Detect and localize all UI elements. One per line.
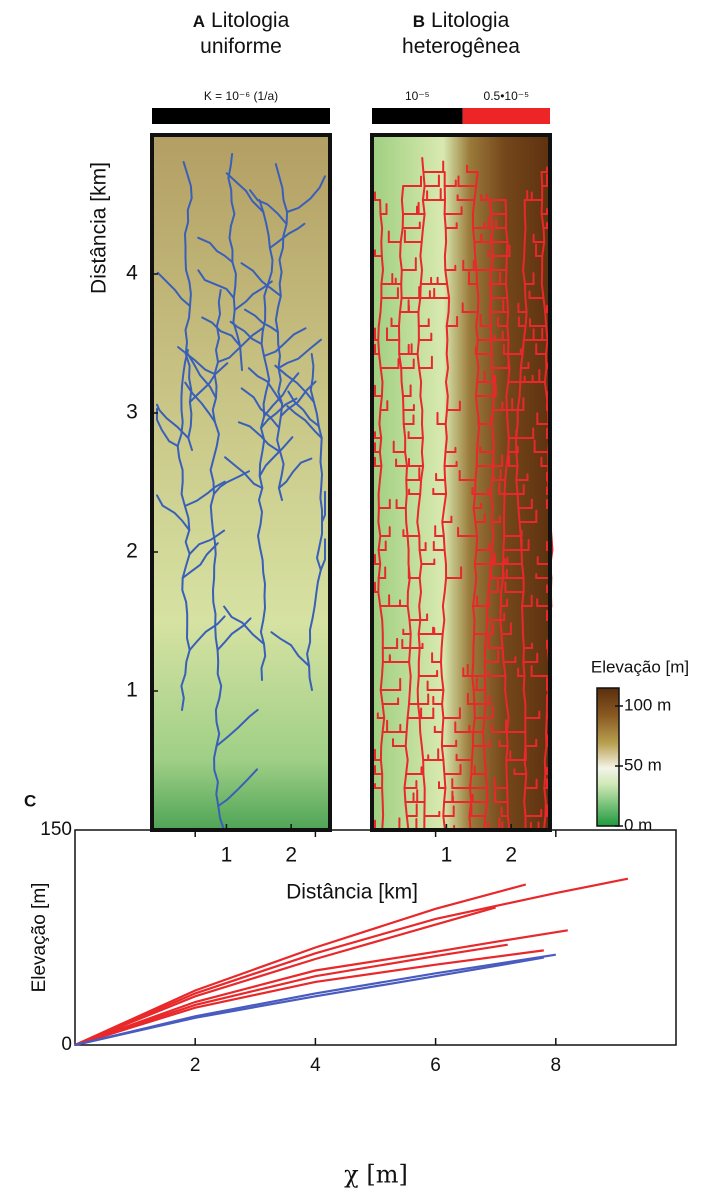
y-axis-label: Distância [km]: [88, 162, 111, 294]
colorbar-tick-label: 100 m: [624, 695, 671, 714]
x-tick-label: 2: [285, 844, 297, 867]
x-tick-label: 8: [551, 1055, 562, 1076]
colorbar-title: Elevação [m]: [591, 657, 689, 676]
lithology-band: [463, 108, 550, 124]
lithology-label: K = 10⁻⁶ (1/a): [204, 89, 278, 103]
y-axis-label: Elevação [m]: [29, 883, 50, 993]
panel-title-text: Litologia uniforme: [200, 9, 289, 58]
x-tick-label: 2: [190, 1055, 201, 1076]
data-line: [75, 958, 544, 1045]
lithology-label: 0.5•10⁻⁵: [484, 89, 530, 103]
x-axis-label: χ [m]: [344, 1161, 408, 1189]
x-tick-label: 1: [221, 844, 233, 867]
figure: K = 10⁻⁶ (1/a) 1 2 1 2 3 4 Distância [km] Distân…: [0, 0, 714, 1194]
x-tick-label: 6: [430, 1055, 441, 1076]
x-axis-label: Distância [km]: [286, 881, 418, 904]
panel-label: A: [193, 12, 205, 31]
panel-title: BLitologia heterogênea: [376, 8, 546, 59]
y-tick-label: 1: [126, 679, 138, 702]
lithology-band: [372, 108, 463, 124]
x-tick-label: 2: [505, 844, 517, 867]
colorbar-tick-label: 0 m: [624, 815, 652, 834]
x-tick-label: 1: [441, 844, 453, 867]
lithology-band: [152, 108, 330, 124]
colorbar-tick-label: 50 m: [624, 755, 662, 774]
y-tick-label: 0: [61, 1034, 72, 1055]
panel-label: C: [24, 791, 36, 810]
x-tick-label: 4: [310, 1055, 321, 1076]
colorbar: [597, 688, 619, 826]
elevation-map: [372, 135, 550, 830]
y-tick-label: 3: [126, 401, 138, 424]
y-tick-label: 150: [40, 819, 72, 840]
page: K = 10⁻⁶ (1/a) 1 2 1 2 3 4 Distância [km] Distân…: [0, 0, 714, 1194]
panel-label: B: [413, 12, 425, 31]
y-tick-label: 4: [126, 262, 138, 285]
lithology-label: 10⁻⁵: [405, 89, 430, 103]
y-tick-label: 2: [126, 540, 138, 563]
